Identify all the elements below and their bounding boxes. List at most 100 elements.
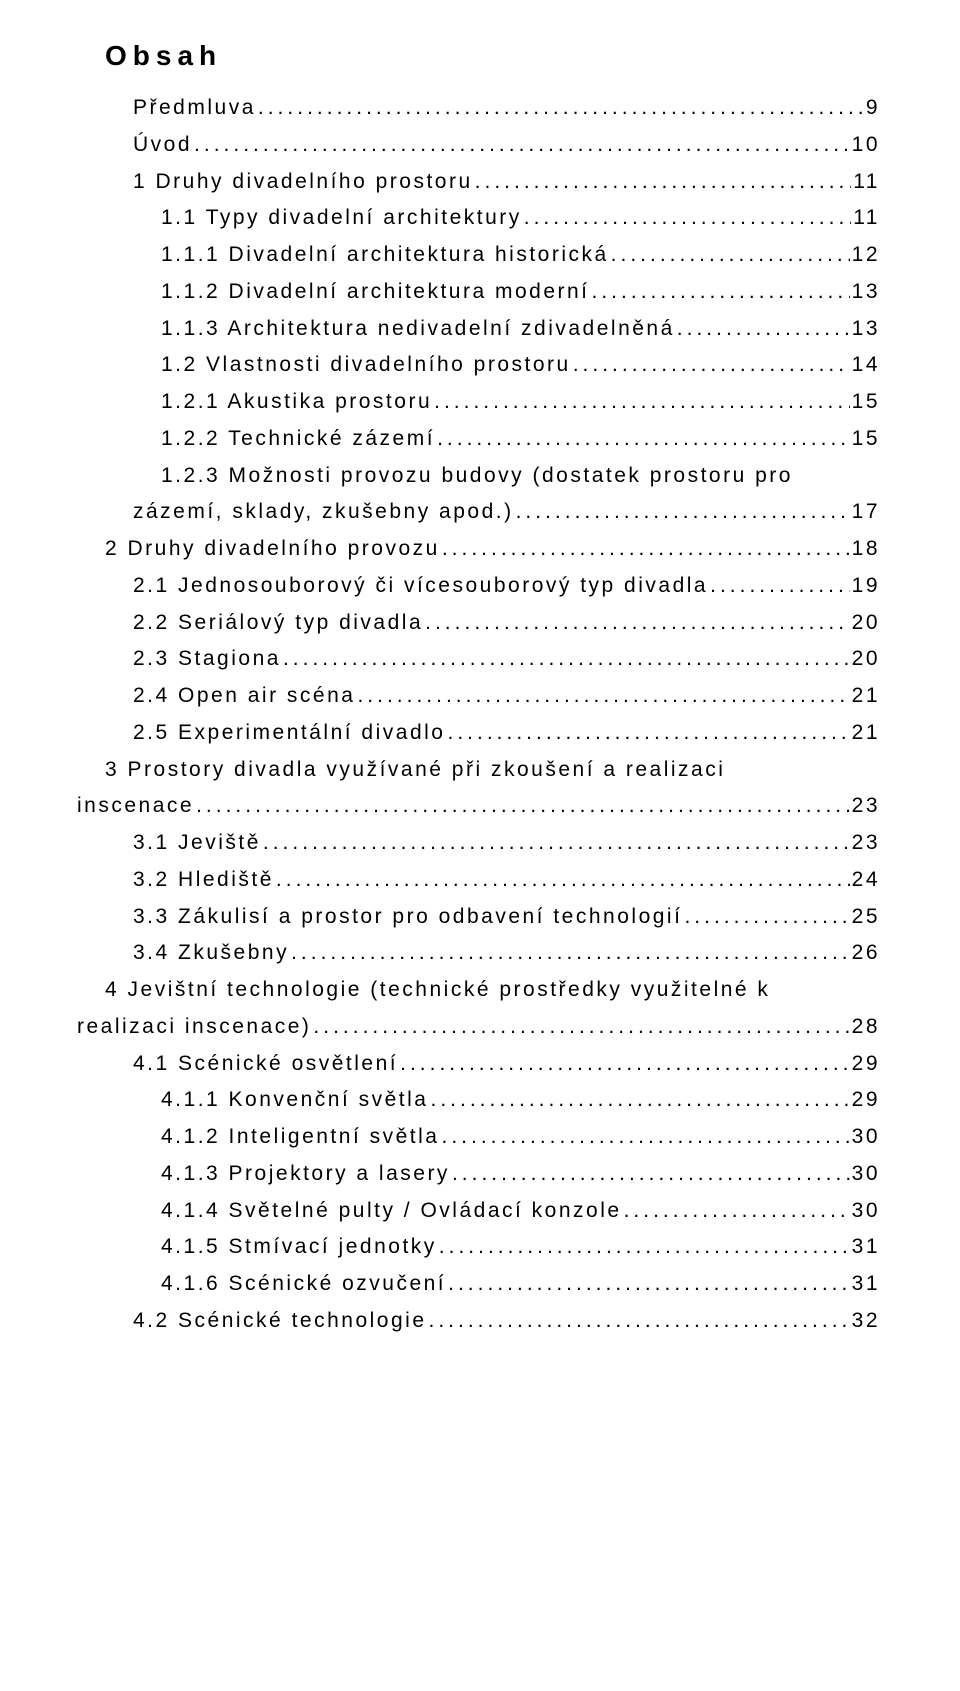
toc-entry: 3.1 Jeviště 23: [105, 825, 880, 862]
toc-label: realizaci inscenace): [77, 1009, 311, 1046]
toc-leader-dots: [452, 1156, 850, 1193]
toc-leader-dots: [524, 200, 851, 237]
toc-page-number: 12: [852, 237, 880, 274]
toc-label: Předmluva: [133, 90, 256, 127]
toc-page-number: 18: [852, 531, 880, 568]
toc-entry: Předmluva9: [105, 90, 880, 127]
toc-leader-dots: [263, 825, 850, 862]
toc-page-number: 30: [852, 1156, 880, 1193]
toc-entry: 4.1 Scénické osvětlení29: [105, 1046, 880, 1083]
toc-leader-dots: [434, 384, 850, 421]
toc-entry: 2.2 Seriálový typ divadla 20: [105, 605, 880, 642]
toc-label: 1.2.2 Technické zázemí: [161, 421, 435, 458]
toc-label: zázemí, sklady, zkušebny apod.): [133, 494, 514, 531]
toc-leader-dots: [441, 1119, 849, 1156]
toc-entry: 4.1.4 Světelné pulty / Ovládací konzole3…: [105, 1193, 880, 1230]
toc-entry: 1.2.2 Technické zázemí15: [105, 421, 880, 458]
toc-entry: 4.1.6 Scénické ozvučení 31: [105, 1266, 880, 1303]
toc-label: 3 Prostory divadla využívané při zkoušen…: [105, 758, 725, 781]
toc-label: 1.2 Vlastnosti divadelního prostoru: [161, 347, 571, 384]
toc-page-number: 28: [852, 1009, 880, 1046]
toc-label: Úvod: [133, 127, 192, 164]
toc-leader-dots: [611, 237, 850, 274]
toc-label: 2.5 Experimentální divadlo: [133, 715, 445, 752]
toc-label: 1 Druhy divadelního prostoru: [133, 164, 473, 201]
toc-entry: 1.1.1 Divadelní architektura historická1…: [105, 237, 880, 274]
toc-label: 2 Druhy divadelního provozu: [105, 531, 440, 568]
toc-entry-continuation: realizaci inscenace) 28: [77, 1009, 880, 1046]
toc-entry: 2.5 Experimentální divadlo 21: [105, 715, 880, 752]
toc-leader-dots: [516, 494, 850, 531]
toc-entry-continuation: inscenace 23: [77, 788, 880, 825]
toc-label: 4.1.2 Inteligentní světla: [161, 1119, 439, 1156]
toc-leader-dots: [475, 164, 852, 201]
toc-entry: 1 Druhy divadelního prostoru 11: [105, 164, 880, 201]
toc-page-number: 23: [852, 825, 880, 862]
toc-page-number: 23: [852, 788, 880, 825]
toc-page-number: 25: [852, 899, 880, 936]
toc-label: 1.1.3 Architektura nedivadelní zdivadeln…: [161, 311, 675, 348]
toc-leader-dots: [439, 1229, 850, 1266]
toc-page-number: 29: [852, 1046, 880, 1083]
toc-page-number: 30: [852, 1119, 880, 1156]
toc-leader-dots: [447, 715, 849, 752]
toc-leader-dots: [710, 568, 850, 605]
toc-label: 4.1.6 Scénické ozvučení: [161, 1266, 446, 1303]
toc-label: 4.2 Scénické technologie: [133, 1303, 427, 1340]
toc-label: 1.2.3 Možnosti provozu budovy (dostatek …: [161, 464, 793, 487]
toc-leader-dots: [283, 641, 850, 678]
toc-label: 3.1 Jeviště: [133, 825, 261, 862]
toc-label: 3.4 Zkušebny: [133, 935, 289, 972]
toc-entry: 1.2 Vlastnosti divadelního prostoru 14: [105, 347, 880, 384]
toc-entry: 1.1 Typy divadelní architektury 11: [105, 200, 880, 237]
toc-label: 1.1.2 Divadelní architektura moderní: [161, 274, 590, 311]
toc-label: inscenace: [77, 788, 194, 825]
page-title: Obsah: [105, 40, 880, 72]
toc-page-number: 31: [852, 1266, 880, 1303]
toc-leader-dots: [429, 1303, 850, 1340]
toc-page-number: 15: [852, 384, 880, 421]
toc-label: 2.2 Seriálový typ divadla: [133, 605, 423, 642]
toc-entry: 1.1.3 Architektura nedivadelní zdivadeln…: [105, 311, 880, 348]
toc-entry: 3.2 Hlediště 24: [105, 862, 880, 899]
toc-entry: Úvod10: [105, 127, 880, 164]
toc-page-number: 20: [852, 641, 880, 678]
toc-entry: 3 Prostory divadla využívané při zkoušen…: [105, 752, 880, 789]
toc-page-number: 26: [852, 935, 880, 972]
toc-leader-dots: [291, 935, 850, 972]
toc-leader-dots: [313, 1009, 849, 1046]
toc-leader-dots: [573, 347, 850, 384]
toc-page-number: 20: [852, 605, 880, 642]
toc-leader-dots: [425, 605, 850, 642]
toc-label: 2.1 Jednosouborový či vícesouborový typ …: [133, 568, 708, 605]
toc-label: 1.1 Typy divadelní architektury: [161, 200, 522, 237]
toc-label: 4.1.1 Konvenční světla: [161, 1082, 428, 1119]
toc-page-number: 17: [852, 494, 880, 531]
toc-leader-dots: [258, 90, 864, 127]
toc-entry: 4 Jevištní technologie (technické prostř…: [105, 972, 880, 1009]
toc-entry: 1.2.3 Možnosti provozu budovy (dostatek …: [105, 458, 880, 495]
toc-leader-dots: [357, 678, 849, 715]
toc-page-number: 21: [852, 715, 880, 752]
toc-leader-dots: [276, 862, 850, 899]
toc-leader-dots: [400, 1046, 850, 1083]
toc-entry: 2.3 Stagiona 20: [105, 641, 880, 678]
toc-entry: 1.2.1 Akustika prostoru15: [105, 384, 880, 421]
toc-label: 4.1.4 Světelné pulty / Ovládací konzole: [161, 1193, 622, 1230]
toc-entry: 4.1.2 Inteligentní světla 30: [105, 1119, 880, 1156]
toc-page-number: 24: [852, 862, 880, 899]
toc-page-number: 11: [853, 164, 880, 201]
toc-page-number: 13: [852, 311, 880, 348]
toc-page-number: 14: [852, 347, 880, 384]
toc-leader-dots: [592, 274, 850, 311]
toc-page-number: 13: [852, 274, 880, 311]
toc-entry: 1.1.2 Divadelní architektura moderní 13: [105, 274, 880, 311]
toc-leader-dots: [430, 1082, 849, 1119]
toc-label: 2.3 Stagiona: [133, 641, 281, 678]
toc-leader-dots: [624, 1193, 850, 1230]
toc-leader-dots: [684, 899, 849, 936]
toc-entry: 2 Druhy divadelního provozu 18: [105, 531, 880, 568]
toc-label: 3.2 Hlediště: [133, 862, 274, 899]
toc-page-number: 11: [853, 200, 880, 237]
toc-page-number: 31: [852, 1229, 880, 1266]
